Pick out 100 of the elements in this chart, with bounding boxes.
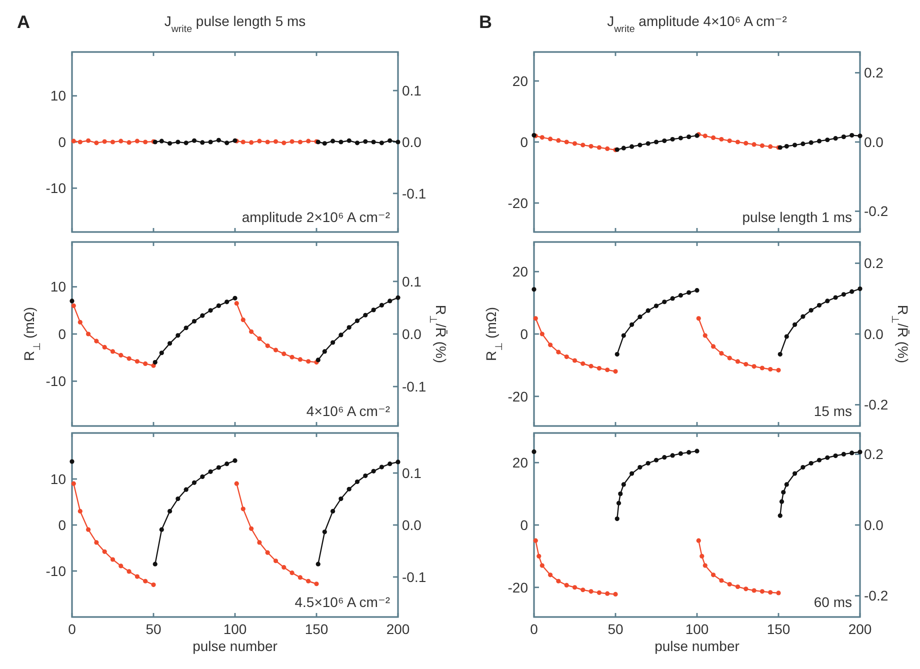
annotation: 60 ms xyxy=(814,594,852,610)
point xyxy=(71,303,76,308)
point xyxy=(192,480,197,485)
chart-subtitle: J$_{write}$ pulse length 5 ms xyxy=(164,13,306,34)
point xyxy=(176,333,180,338)
point xyxy=(825,455,830,460)
point xyxy=(686,290,692,295)
point xyxy=(322,349,327,354)
y2-tick-label: 0.0 xyxy=(864,134,884,150)
x-tick-label: 50 xyxy=(608,621,624,637)
point xyxy=(78,320,82,325)
point xyxy=(621,146,626,150)
point xyxy=(224,300,230,304)
y-tick-label: 0 xyxy=(520,326,528,342)
point xyxy=(613,592,618,597)
point xyxy=(354,318,360,324)
x-tick-label: 100 xyxy=(685,621,709,637)
point xyxy=(816,303,822,308)
y2-tick-label: -0.1 xyxy=(402,378,426,394)
point xyxy=(184,487,188,492)
point xyxy=(662,300,667,304)
point xyxy=(800,314,806,319)
point xyxy=(792,322,798,327)
y-tick-label: 0 xyxy=(58,134,66,150)
y2-tick-label: 0.2 xyxy=(864,446,884,462)
point xyxy=(249,526,254,531)
point xyxy=(850,132,854,138)
y-tick-label: -10 xyxy=(46,373,66,390)
point xyxy=(696,316,701,321)
point xyxy=(346,325,352,330)
annotation: amplitude 2×10⁶ A cm⁻² xyxy=(242,209,390,225)
point xyxy=(306,359,311,364)
point xyxy=(596,590,602,595)
point xyxy=(216,465,221,470)
point xyxy=(314,582,319,586)
point xyxy=(354,479,360,484)
y-tick-label: 0 xyxy=(520,516,528,533)
y-tick-label: 0 xyxy=(58,326,66,342)
y-tick-label: 20 xyxy=(512,454,528,471)
annotation: 4×10⁶ A cm⁻² xyxy=(306,403,390,419)
x-axis-title: pulse number xyxy=(654,638,740,654)
point xyxy=(800,142,806,146)
point xyxy=(678,451,683,456)
point xyxy=(833,136,838,141)
point xyxy=(588,589,594,594)
point xyxy=(662,138,667,144)
point xyxy=(727,582,732,587)
point xyxy=(548,342,553,348)
annotation: 15 ms xyxy=(814,403,852,419)
point xyxy=(605,368,610,372)
y2-tick-label: -0.1 xyxy=(402,568,426,585)
point xyxy=(532,449,536,454)
point xyxy=(159,350,164,356)
point xyxy=(646,460,650,466)
point xyxy=(744,140,748,146)
point xyxy=(118,564,124,568)
y-tick-label: 20 xyxy=(512,264,528,280)
point xyxy=(678,293,683,298)
point xyxy=(234,301,239,306)
point xyxy=(533,538,538,543)
point xyxy=(265,550,270,555)
point xyxy=(744,362,748,367)
point xyxy=(290,354,294,360)
point xyxy=(616,500,622,506)
point xyxy=(614,352,620,357)
chart-title: B xyxy=(479,12,492,32)
point xyxy=(126,356,132,361)
point xyxy=(800,465,806,470)
point xyxy=(273,558,278,564)
point xyxy=(792,471,798,476)
point xyxy=(330,508,336,514)
x-tick-label: 150 xyxy=(766,621,790,637)
point xyxy=(850,450,854,456)
point xyxy=(621,482,626,487)
point xyxy=(548,136,553,142)
point xyxy=(711,344,716,349)
point xyxy=(719,578,724,583)
point xyxy=(618,492,623,496)
point xyxy=(808,460,814,466)
point xyxy=(678,136,683,140)
point xyxy=(152,360,158,365)
point xyxy=(686,450,692,455)
point xyxy=(564,354,569,360)
point xyxy=(621,333,626,338)
point xyxy=(702,134,708,138)
point xyxy=(735,140,740,144)
point xyxy=(700,554,704,558)
point xyxy=(346,486,352,492)
point xyxy=(752,142,756,147)
point xyxy=(540,563,544,568)
point xyxy=(841,452,846,457)
annotation: 4.5×10⁶ A cm⁻² xyxy=(294,594,390,610)
x-tick-label: 50 xyxy=(146,621,162,637)
point xyxy=(702,333,708,338)
point xyxy=(588,144,594,149)
y-tick-label: 10 xyxy=(50,88,66,104)
point xyxy=(110,557,116,562)
y2-tick-label: 0.0 xyxy=(402,326,422,342)
point xyxy=(596,366,602,371)
point xyxy=(858,134,862,138)
